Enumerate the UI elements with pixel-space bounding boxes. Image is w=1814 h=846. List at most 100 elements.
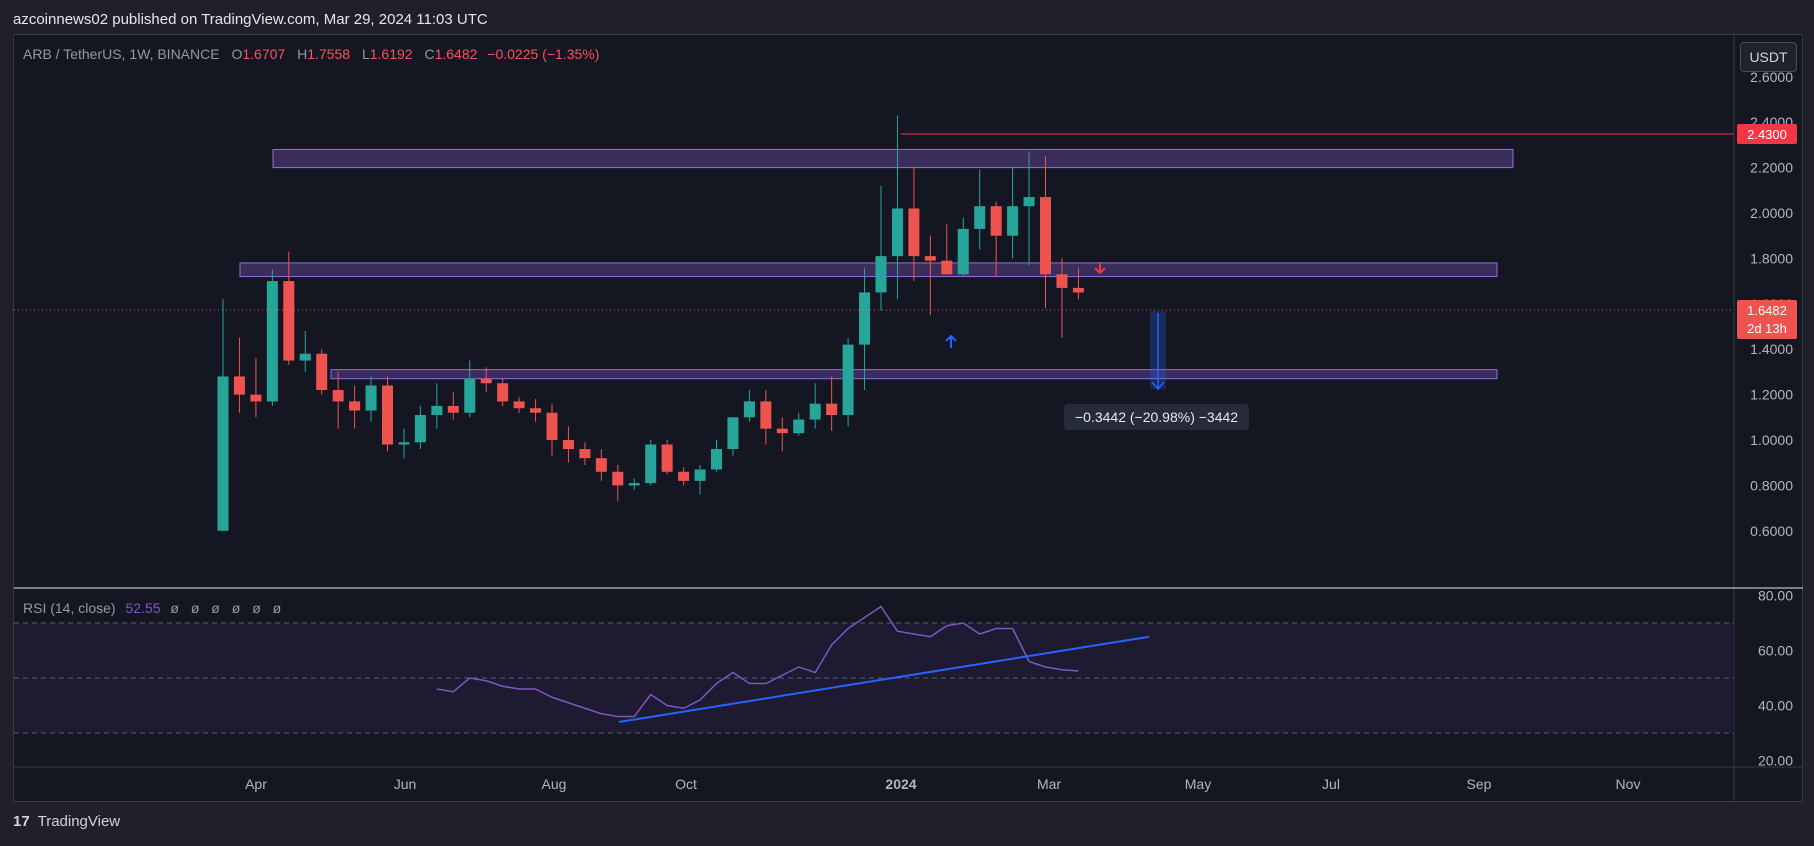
candle-body[interactable] [628, 483, 640, 486]
price-tick: 2.0000 [1750, 205, 1793, 221]
candle-body[interactable] [793, 419, 805, 434]
candle-body[interactable] [464, 378, 476, 413]
candle-body[interactable] [530, 408, 542, 413]
zone-box[interactable] [239, 262, 1498, 278]
zone-box[interactable] [272, 148, 1514, 169]
candle-body[interactable] [727, 417, 739, 450]
resistance-price-label [1737, 124, 1797, 144]
candle-body[interactable] [760, 401, 772, 429]
candle-body[interactable] [513, 401, 525, 409]
last-price-text: 1.6482 [1747, 303, 1787, 318]
candle-body[interactable] [332, 390, 344, 402]
candle-body[interactable] [908, 208, 920, 257]
candle-body[interactable] [941, 260, 953, 275]
measure-tooltip: −0.3442 (−20.98%) −3442 [1064, 404, 1250, 430]
time-label: Jun [394, 776, 417, 792]
candle-body[interactable] [250, 394, 262, 402]
candle-body[interactable] [809, 403, 821, 420]
candle-body[interactable] [365, 385, 377, 411]
price-tick: 1.8000 [1750, 250, 1793, 266]
time-label: Jul [1322, 776, 1340, 792]
rsi-tick: 60.00 [1758, 643, 1793, 659]
open-label: O [231, 46, 243, 62]
rsi-value: 52.55 [125, 600, 161, 616]
candle-body[interactable] [826, 403, 838, 416]
candle-body[interactable] [349, 401, 361, 411]
measure-arrowhead [1151, 381, 1165, 391]
candle-body[interactable] [859, 292, 871, 345]
candle-body[interactable] [579, 449, 591, 459]
publish-info: azcoinnews02 published on TradingView.co… [13, 11, 488, 28]
candle-body[interactable] [776, 428, 788, 434]
currency-button[interactable]: USDT [1740, 42, 1797, 72]
time-label: Sep [1467, 776, 1492, 792]
candle-body[interactable] [1040, 197, 1051, 275]
candle-body[interactable] [694, 469, 706, 481]
candle-body[interactable] [431, 405, 443, 416]
candle-body[interactable] [974, 206, 986, 229]
time-label: Aug [542, 776, 567, 792]
candle-body[interactable] [990, 206, 1002, 236]
candle-body[interactable] [266, 281, 278, 402]
candle-body[interactable] [1007, 206, 1019, 236]
candle-body[interactable] [414, 415, 426, 443]
price-tick: 2.6000 [1750, 69, 1793, 85]
candle-body[interactable] [612, 471, 624, 486]
candle-body[interactable] [743, 401, 755, 418]
candle-body[interactable] [480, 378, 492, 384]
candle-body[interactable] [645, 444, 657, 484]
candle-body[interactable] [382, 385, 393, 445]
time-label: Apr [245, 776, 267, 792]
time-label: Oct [675, 776, 697, 792]
candle-body[interactable] [546, 412, 558, 440]
price-tick: 0.8000 [1750, 477, 1793, 493]
candle-body[interactable] [447, 405, 459, 413]
candle-body[interactable] [497, 383, 509, 402]
last-price-label [1737, 300, 1797, 339]
symbol-legend[interactable]: ARB / TetherUS, 1W, BINANCE O1.6707 H1.7… [23, 46, 599, 62]
rsi-tick: 80.00 [1758, 588, 1793, 604]
candle-body[interactable] [711, 449, 722, 470]
rsi-tick: 20.00 [1758, 753, 1793, 769]
publish-bar: azcoinnews02 published on TradingView.co… [0, 0, 1814, 34]
change-value: −0.0225 (−1.35%) [487, 46, 600, 62]
time-label: Nov [1616, 776, 1641, 792]
candle-body[interactable] [957, 228, 969, 275]
candle-body[interactable] [924, 256, 936, 261]
tradingview-brand[interactable]: TradingView [37, 813, 121, 830]
rsi-title[interactable]: RSI (14, close) [23, 600, 116, 616]
candle-body[interactable] [595, 458, 607, 472]
candle-body[interactable] [875, 256, 887, 293]
high-label: H [297, 46, 308, 62]
tradingview-footer[interactable]: 17 TradingView [13, 813, 120, 830]
low-value: 1.6192 [369, 46, 413, 62]
price-tick: 1.4000 [1750, 341, 1793, 357]
arrow-up-icon [945, 334, 957, 348]
close-label: C [424, 46, 435, 62]
candle-body[interactable] [891, 208, 903, 257]
candle-body[interactable] [217, 376, 229, 531]
close-value: 1.6482 [434, 46, 478, 62]
rsi-placeholders: ø ø ø ø ø ø [170, 600, 286, 616]
candle-body[interactable] [562, 440, 574, 450]
candle-body[interactable] [1023, 197, 1035, 207]
candle-body[interactable] [661, 444, 673, 472]
symbol-name[interactable]: ARB / TetherUS, 1W, BINANCE [23, 46, 220, 62]
candle-body[interactable] [316, 353, 328, 391]
candle-body[interactable] [398, 442, 410, 445]
candle-body[interactable] [842, 344, 854, 416]
candle-body[interactable] [283, 281, 295, 361]
rsi-trendline[interactable] [618, 635, 1150, 723]
rsi-legend[interactable]: RSI (14, close) 52.55 ø ø ø ø ø ø [23, 600, 285, 616]
candle-body[interactable] [233, 376, 245, 395]
candle-body[interactable] [678, 471, 690, 481]
candle-body[interactable] [299, 353, 311, 361]
price-tick: 1.0000 [1750, 432, 1793, 448]
zone-box[interactable] [330, 369, 1498, 380]
candle-body[interactable] [1072, 287, 1084, 293]
price-tick: 1.2000 [1750, 387, 1793, 403]
rsi-line[interactable] [436, 605, 1079, 718]
price-tick: 2.2000 [1750, 160, 1793, 176]
candle-body[interactable] [1056, 274, 1068, 288]
